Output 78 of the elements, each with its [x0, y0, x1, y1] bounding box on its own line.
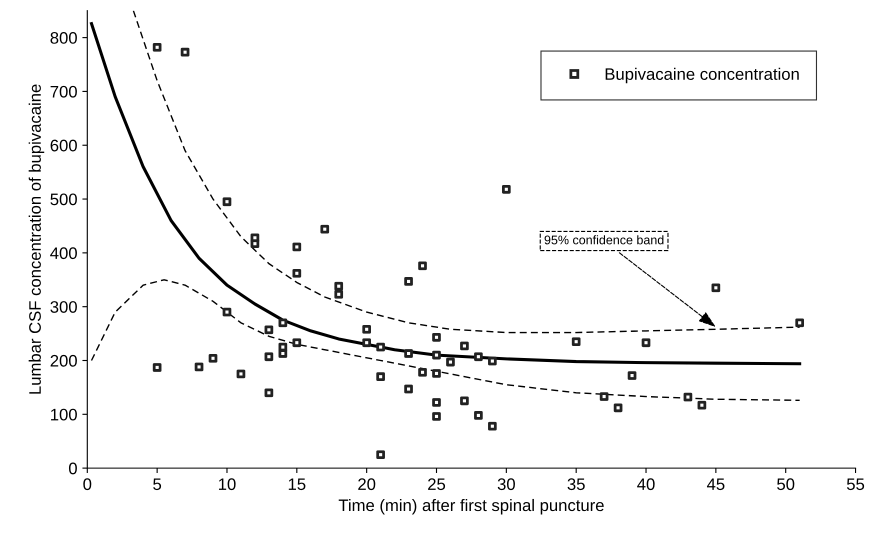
point: [572, 337, 581, 346]
point: [446, 358, 455, 366]
point: [795, 318, 804, 328]
point: [320, 224, 330, 234]
point: [250, 239, 260, 248]
point: [460, 396, 469, 406]
point: [152, 42, 162, 52]
x-tick-label: 10: [218, 478, 236, 490]
point: [600, 392, 608, 401]
y-tick-label: 500: [50, 193, 77, 206]
x-tick-label: 50: [777, 478, 794, 490]
x-tick-label: 15: [288, 478, 306, 490]
point: [628, 371, 636, 380]
point: [334, 282, 344, 291]
y-tick-label: 300: [50, 301, 77, 313]
point: [432, 412, 441, 421]
x-tick-label: 0: [83, 478, 92, 490]
point: [334, 290, 344, 299]
point: [278, 349, 288, 358]
point: [362, 324, 371, 334]
point: [292, 268, 302, 278]
x-tick-label: 5: [153, 478, 162, 490]
point: [292, 338, 302, 348]
y-tick-label: 400: [50, 247, 77, 260]
point: [684, 392, 692, 402]
point: [642, 338, 650, 348]
point: [152, 363, 162, 372]
point: [222, 197, 232, 206]
point: [460, 342, 469, 350]
point: [488, 356, 497, 366]
point: [404, 277, 413, 286]
point: [208, 354, 218, 363]
point: [222, 308, 232, 316]
point: [180, 48, 190, 56]
point: [432, 369, 441, 378]
point: [474, 352, 483, 362]
point: [376, 372, 385, 381]
point: [432, 350, 441, 360]
y-tick-label: 0: [68, 462, 77, 474]
point: [264, 325, 274, 334]
point: [404, 384, 413, 394]
x-tick-label: 25: [428, 478, 446, 490]
point: [236, 370, 246, 378]
point: [376, 342, 385, 352]
point: [292, 242, 302, 252]
y-tick-label: 100: [51, 408, 77, 421]
point: [432, 333, 441, 342]
point: [418, 261, 427, 270]
point: [376, 450, 385, 460]
annotation: 95% confidence band: [544, 235, 664, 244]
point: [194, 362, 204, 372]
x-tick-label: 30: [498, 478, 515, 490]
point: [264, 388, 274, 398]
x-tick-label: 45: [706, 478, 724, 490]
point: [488, 422, 497, 430]
point: [698, 400, 706, 410]
point: [432, 398, 441, 407]
point: [264, 352, 274, 362]
y-tick-label: 600: [50, 140, 77, 152]
x-tick-label: 55: [846, 478, 864, 490]
point: [418, 368, 427, 377]
y-tick-label: 700: [50, 86, 77, 98]
y-tick-label: 200: [50, 354, 77, 367]
point: [404, 349, 413, 358]
y-tick-label: 800: [50, 32, 77, 44]
y-axis-title: Lumbar CSF concentration of bupivacaine: [28, 84, 44, 394]
x-axis-title: Time (min) after first spinal puncture: [338, 498, 604, 514]
line-series: [90, 279, 800, 402]
point: [614, 404, 622, 412]
legend-label: Bupivacaine concentration: [606, 68, 799, 84]
x-tick-label: 20: [358, 478, 376, 490]
point: [712, 284, 720, 292]
x-tick-label: 35: [568, 478, 585, 490]
point: [502, 185, 511, 194]
point: [278, 318, 288, 328]
point: [474, 411, 483, 420]
x-tick-label: 40: [637, 478, 655, 490]
point: [362, 338, 371, 348]
